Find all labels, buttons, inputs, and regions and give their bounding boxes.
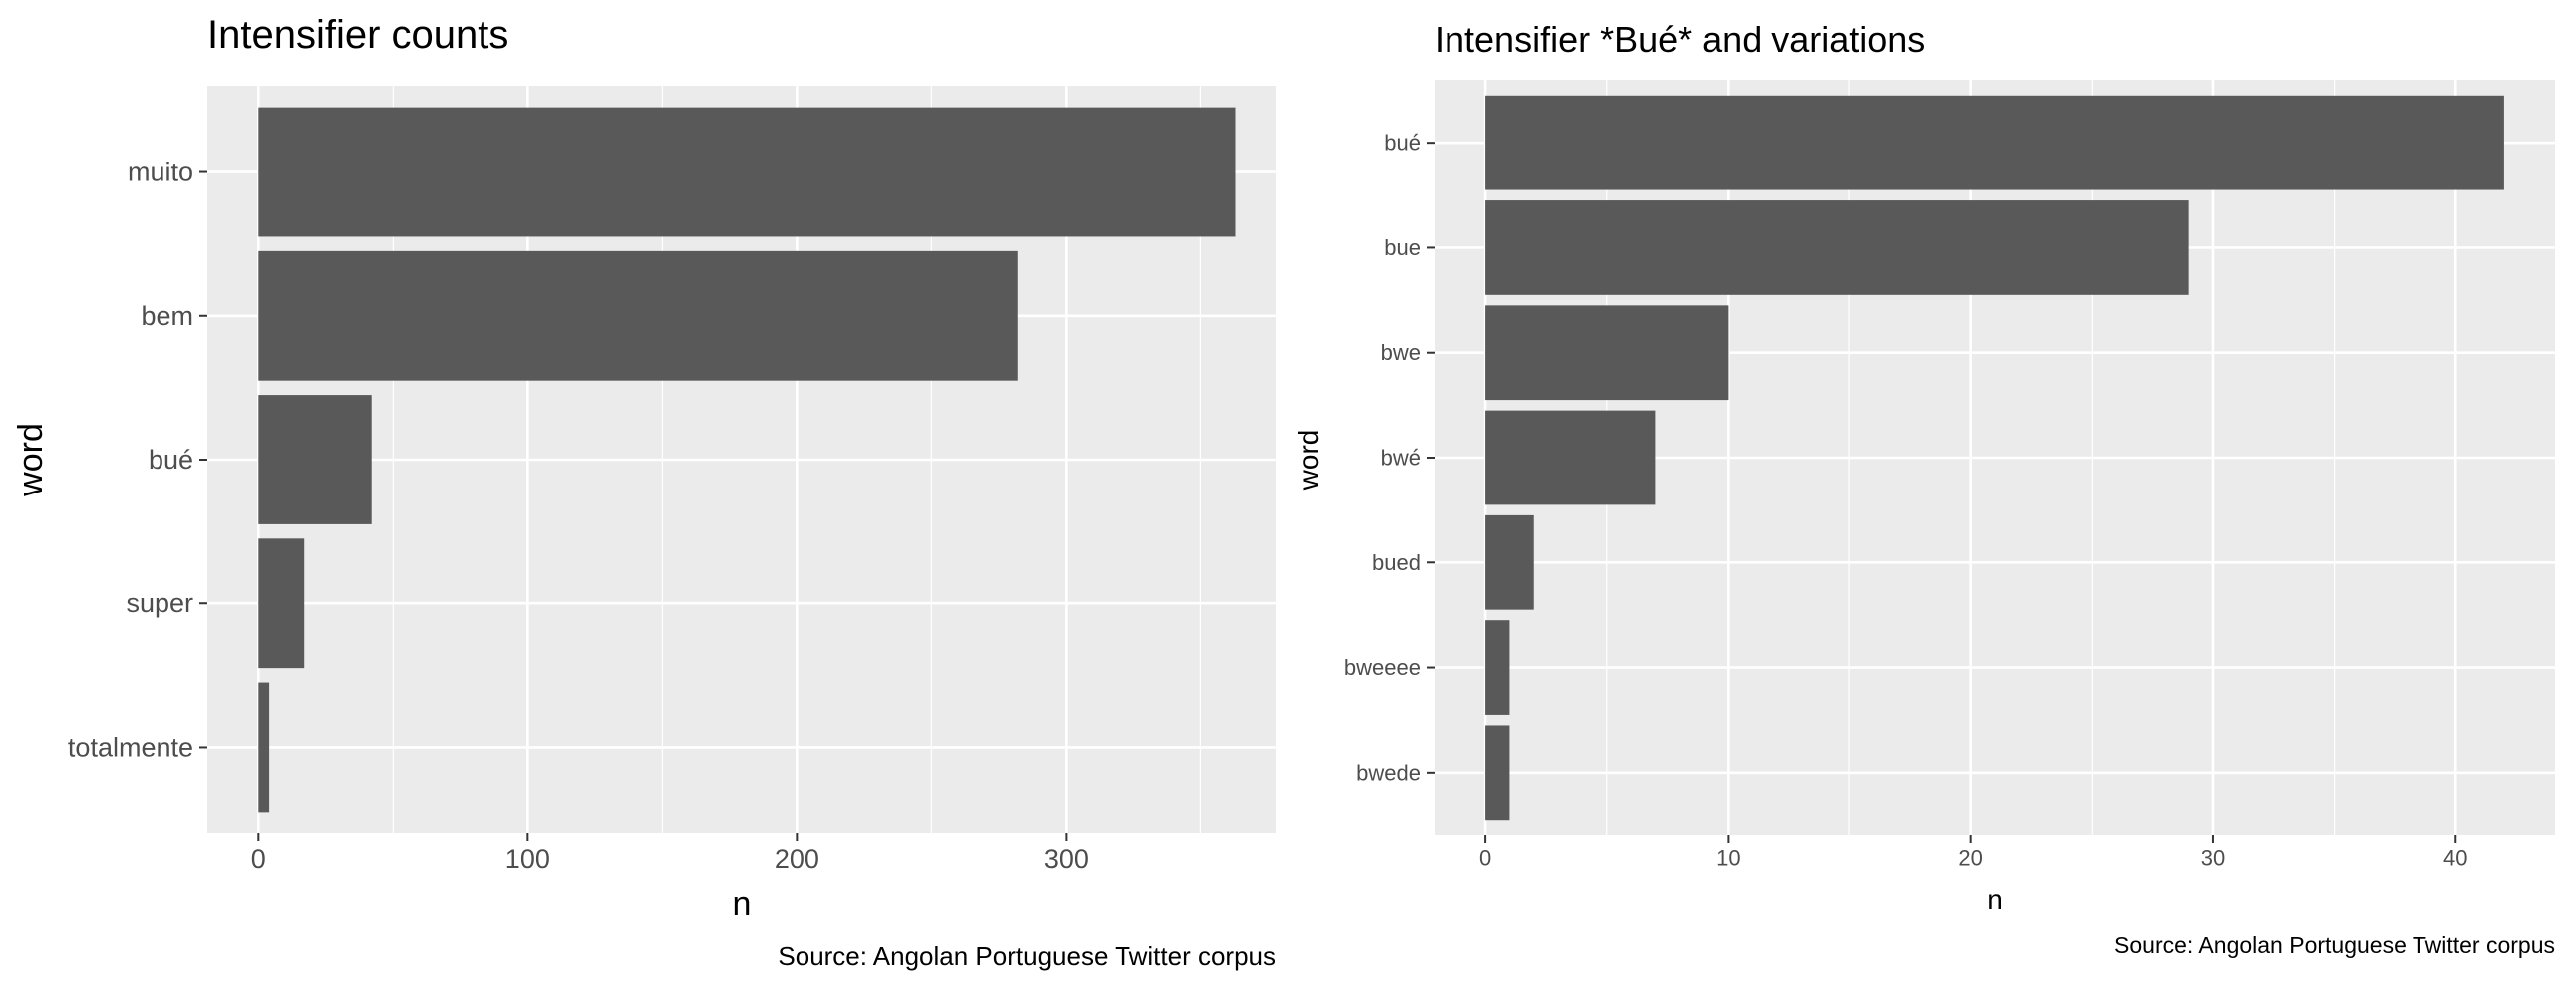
bar-bweeee	[1485, 620, 1510, 715]
y-tick-label: bued	[1372, 550, 1421, 575]
y-tick-label: muito	[128, 158, 193, 187]
y-tick-label: bué	[149, 445, 193, 475]
y-tick-label: totalmente	[68, 732, 193, 762]
y-tick-label: bweeee	[1344, 655, 1421, 680]
x-axis-ticks: 0 10 20 30 40	[1479, 835, 2467, 871]
bar-muito	[258, 107, 1236, 237]
y-axis-ticks: muito bem bué super totalmente	[68, 158, 207, 762]
bar-bwede	[1485, 725, 1510, 821]
bar-totalmente	[258, 682, 270, 813]
chart-title: Intensifier counts	[207, 13, 508, 57]
bar-bué	[1485, 95, 2504, 190]
x-tick-label: 0	[251, 844, 266, 874]
x-axis-ticks: 0 100 200 300	[251, 833, 1089, 874]
y-tick-label: bwede	[1356, 760, 1421, 785]
bue-variations-chart: Intensifier *Bué* and variations buébueb…	[1293, 19, 2555, 958]
chart-title: Intensifier *Bué* and variations	[1435, 19, 1925, 60]
x-tick-label: 20	[1958, 846, 1982, 871]
y-axis-label: word	[12, 423, 50, 497]
x-tick-label: 10	[1716, 846, 1740, 871]
bar-bue	[1485, 200, 2189, 295]
x-tick-label: 100	[505, 844, 550, 874]
x-axis-label: n	[1987, 884, 2003, 915]
bar-super	[258, 538, 305, 669]
y-tick-label: super	[126, 588, 193, 618]
y-tick-label: bué	[1384, 131, 1421, 156]
x-axis-label: n	[733, 885, 752, 923]
y-tick-label: bwé	[1381, 446, 1421, 471]
x-tick-label: 40	[2443, 846, 2467, 871]
y-axis-ticks: bué bue bwe bwé bued bweeee bwede	[1344, 131, 1435, 785]
y-tick-label: bwe	[1381, 340, 1421, 365]
bar-bem	[258, 250, 1018, 381]
y-axis-label: word	[1293, 430, 1324, 492]
intensifier-counts-chart: Intensifier counts muito bem bué super total…	[12, 13, 1276, 971]
bars	[258, 107, 1236, 813]
x-tick-label: 200	[775, 844, 819, 874]
y-tick-label: bem	[141, 301, 193, 331]
caption: Source: Angolan Portuguese Twitter corpu…	[778, 941, 1276, 971]
caption: Source: Angolan Portuguese Twitter corpu…	[2114, 932, 2555, 958]
x-tick-label: 30	[2201, 846, 2225, 871]
y-tick-label: bue	[1384, 235, 1421, 260]
bars	[1485, 95, 2504, 821]
bar-bué	[258, 395, 372, 524]
bar-bwé	[1485, 410, 1656, 505]
x-tick-label: 300	[1044, 844, 1089, 874]
bar-bued	[1485, 514, 1534, 610]
x-tick-label: 0	[1479, 846, 1491, 871]
bar-bwe	[1485, 305, 1729, 401]
